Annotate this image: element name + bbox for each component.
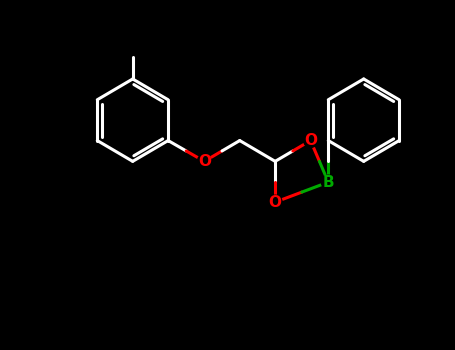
Text: O: O (304, 133, 317, 148)
Circle shape (197, 154, 211, 168)
Circle shape (321, 175, 335, 189)
Text: O: O (198, 154, 211, 169)
Text: O: O (268, 195, 282, 210)
Circle shape (268, 195, 282, 209)
Text: B: B (323, 175, 334, 190)
Circle shape (303, 134, 318, 147)
